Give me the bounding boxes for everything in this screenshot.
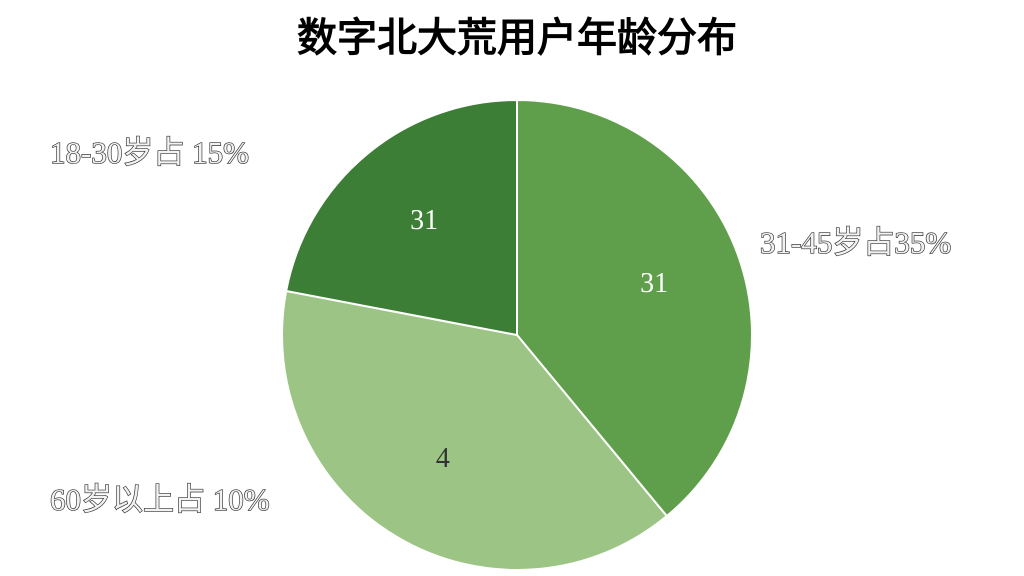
slice-label: 31 [410,205,438,236]
chart-title: 数字北大荒用户年龄分布 [297,15,737,61]
pie-slice [284,98,518,337]
category-label: 18-30岁占 15% [50,135,249,170]
pie-slice [281,289,669,571]
pie-slice [516,98,753,518]
category-label: 60岁以上占 10% [50,482,270,517]
category-label: 31-45岁占35% [760,225,951,260]
slice-label: 4 [436,443,450,474]
slice-label: 31 [640,268,668,299]
